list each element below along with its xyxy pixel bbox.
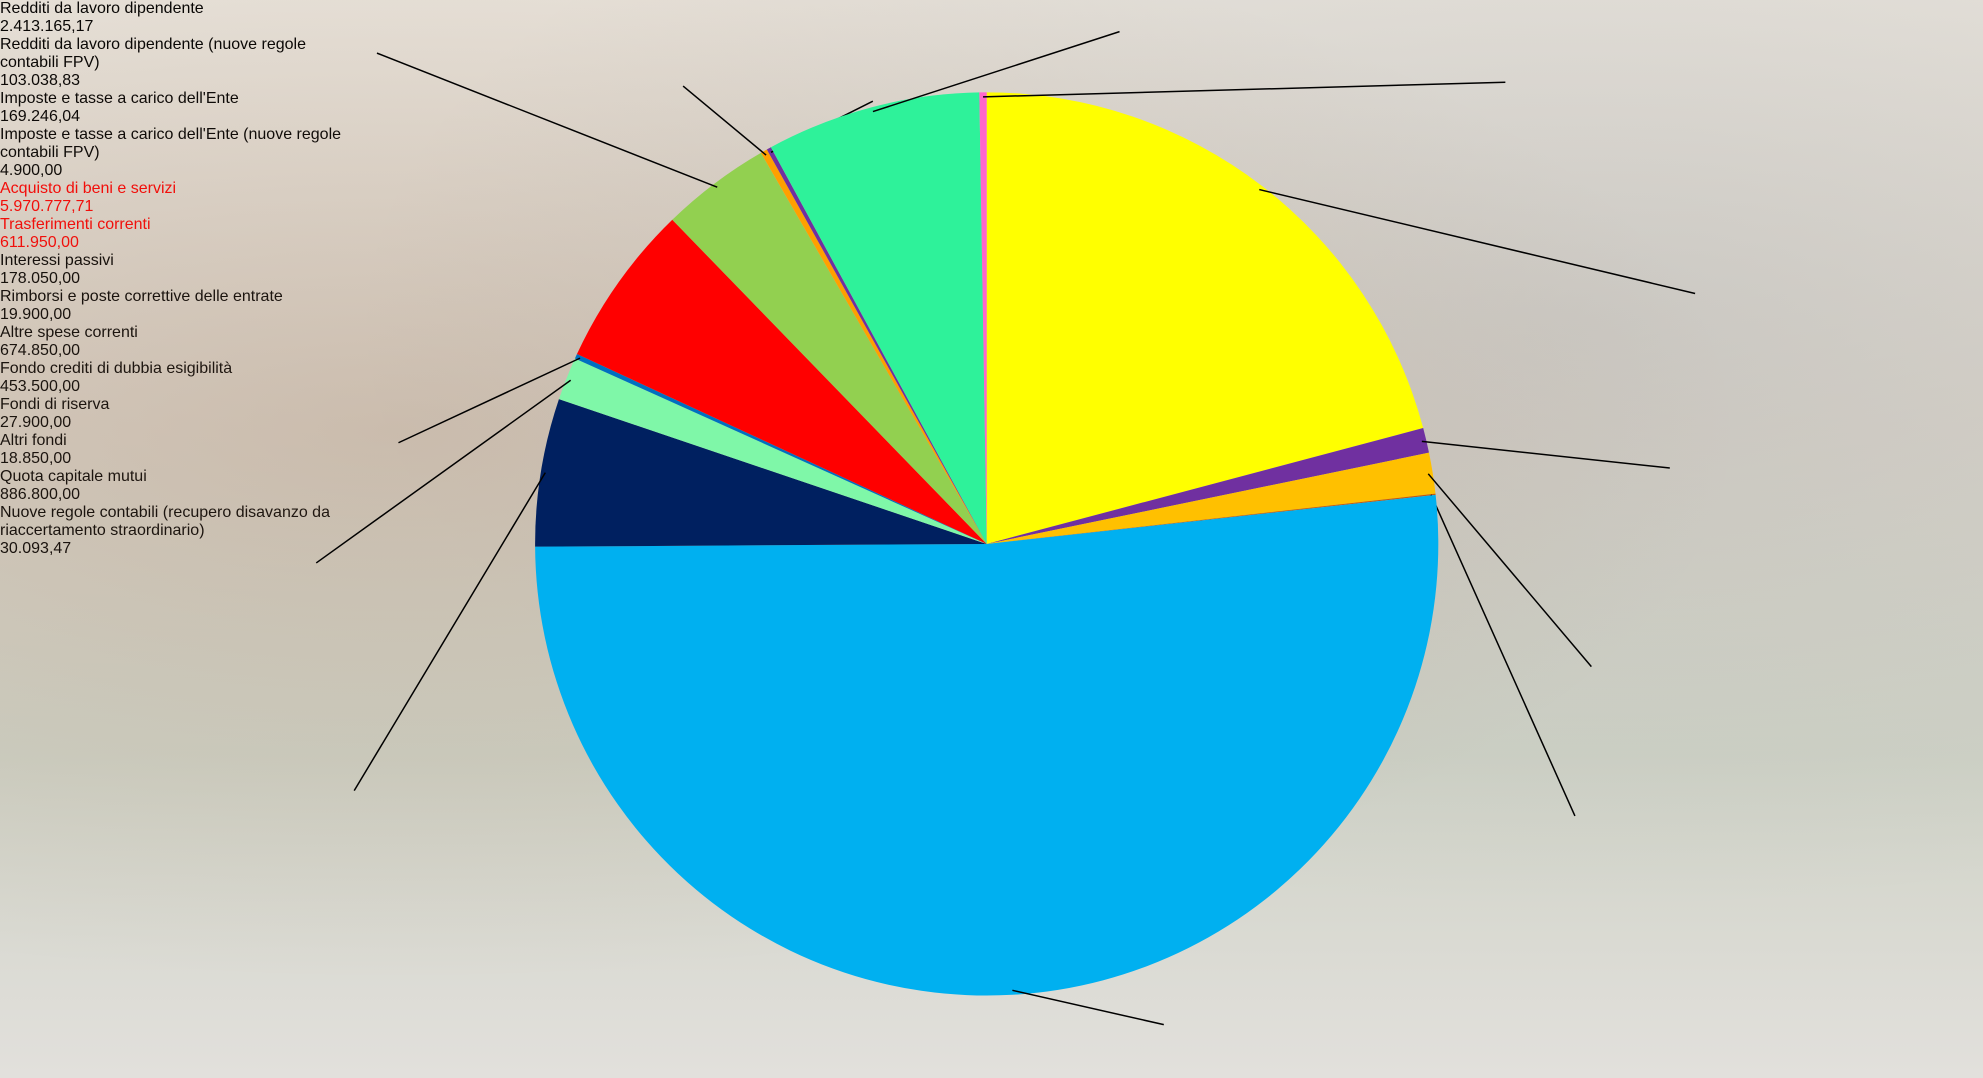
leader-line	[1431, 495, 1575, 816]
pie-slice	[535, 495, 1438, 996]
chart: Redditi da lavoro dipendente2.413.165,17…	[0, 0, 1983, 1078]
leader-line	[683, 86, 766, 155]
leader-line	[316, 380, 570, 563]
leader-line	[1012, 990, 1163, 1024]
leader-line	[983, 82, 1505, 97]
leader-line	[1428, 474, 1591, 667]
leader-line	[1422, 441, 1670, 468]
leader-line	[354, 473, 545, 791]
pie-area	[0, 0, 1983, 1078]
leader-line	[377, 53, 717, 187]
